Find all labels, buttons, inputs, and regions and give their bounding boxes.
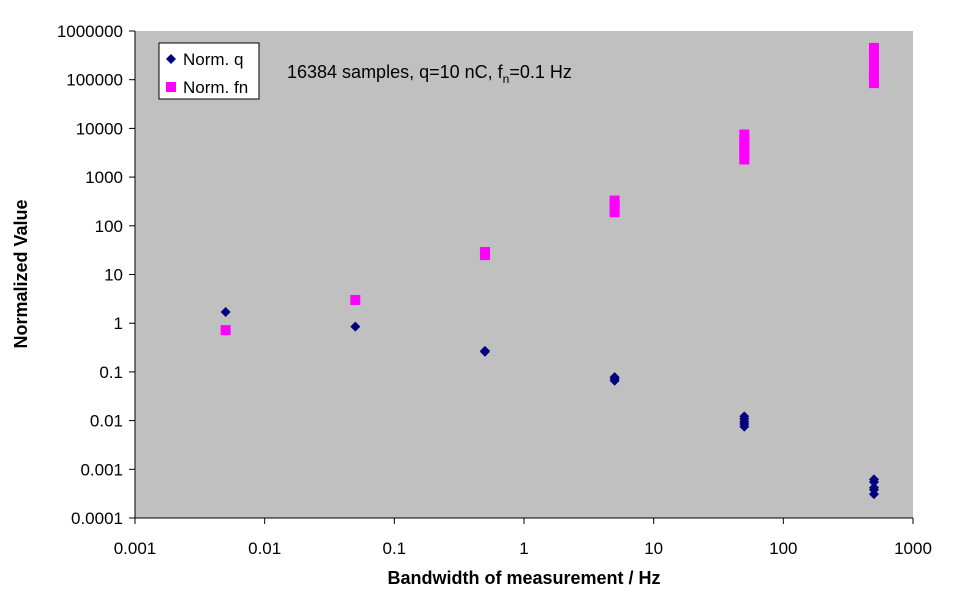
- data-point-norm-fn: [350, 294, 361, 305]
- y-tick-label: 0.001: [80, 460, 123, 479]
- data-point-norm-q: [350, 321, 361, 332]
- data-point-norm-q: [479, 346, 490, 357]
- data-points: [220, 42, 879, 500]
- y-tick-label: 1000000: [57, 22, 123, 41]
- x-tick-label: 0.1: [383, 539, 407, 558]
- y-tick-label: 1000: [85, 168, 123, 187]
- annotation-subscript: n: [503, 72, 510, 86]
- y-tick-label: 0.0001: [71, 509, 123, 528]
- data-point-norm-q: [739, 421, 750, 432]
- y-tick-label: 100000: [66, 71, 123, 90]
- y-tick-label: 1: [114, 314, 123, 333]
- x-axis-title: Bandwidth of measurement / Hz: [387, 568, 660, 588]
- data-point-norm-q: [868, 476, 879, 487]
- chart-annotation: 16384 samples, q=10 nC, fn=0.1 Hz: [287, 62, 572, 86]
- plot-area: [135, 31, 913, 518]
- y-tick-label: 10000: [76, 119, 123, 138]
- annotation-suffix: =0.1 Hz: [509, 62, 572, 82]
- x-axis: 0.001 0.01 0.1 1 10 100 1000: [114, 517, 932, 558]
- data-point-norm-fn: [739, 154, 750, 165]
- x-tick-label: 100: [769, 539, 797, 558]
- y-axis: 0.0001 0.001 0.01 0.1 1 10 100 1000 10000 100000 1…: [57, 22, 136, 528]
- x-tick-label: 0.01: [248, 539, 281, 558]
- y-tick-label: 10: [104, 266, 123, 285]
- x-tick-label: 1000: [894, 539, 932, 558]
- data-point-norm-fn: [220, 325, 231, 336]
- legend-label-norm-fn: Norm. fn: [183, 78, 248, 97]
- legend: Norm. q Norm. fn: [158, 42, 260, 100]
- x-tick-label: 0.001: [114, 539, 157, 558]
- data-point-norm-fn: [479, 250, 490, 261]
- y-axis-title: Normalized Value: [11, 199, 31, 348]
- legend-label-norm-q: Norm. q: [183, 50, 243, 69]
- y-tick-label: 0.01: [90, 412, 123, 431]
- legend-marker-norm-q: [166, 54, 176, 64]
- data-point-norm-fn: [609, 207, 620, 218]
- x-tick-label: 1: [519, 539, 528, 558]
- data-point-norm-q: [220, 306, 231, 317]
- data-point-norm-q: [868, 489, 879, 500]
- y-tick-label: 0.1: [99, 363, 123, 382]
- data-point-norm-q: [609, 375, 620, 386]
- x-tick-label: 10: [644, 539, 663, 558]
- annotation-prefix: 16384 samples, q=10 nC, f: [287, 62, 504, 82]
- legend-marker-norm-fn: [166, 82, 176, 92]
- y-tick-label: 100: [95, 217, 123, 236]
- data-point-norm-fn: [868, 78, 879, 89]
